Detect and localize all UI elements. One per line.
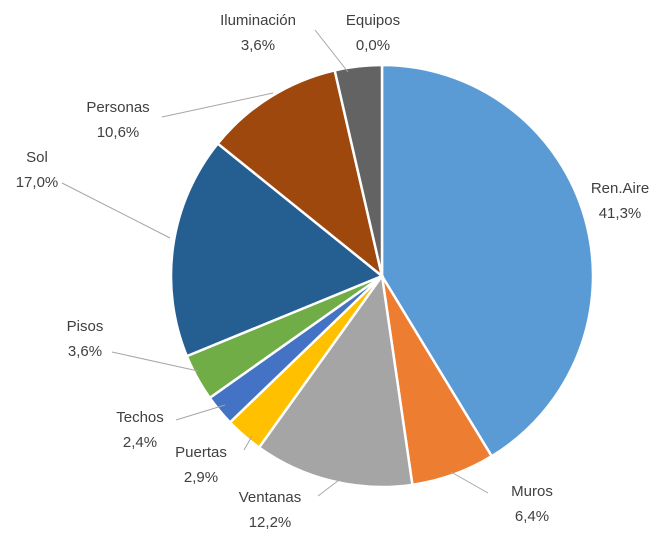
leader-line-muros: [450, 471, 489, 494]
slice-name-label-sol: Sol: [26, 149, 48, 166]
data-labels: Ren.Aire 41,3% Muros 6,4% Ventanas 12,2% Puert…: [16, 12, 649, 531]
pie-slices: [169, 63, 595, 489]
leader-line-puertas: [243, 435, 253, 451]
slice-name-label-pisos: Pisos: [67, 318, 104, 335]
pie-slice-personas: [215, 68, 385, 280]
leader-line-techos: [175, 404, 226, 421]
leader-line-sol: [61, 182, 171, 239]
slice-name-label-puertas: Puertas: [175, 444, 227, 461]
slice-value-label-ventanas: 12,2%: [249, 514, 292, 531]
slice-value-label-puertas: 2,9%: [184, 469, 218, 486]
slice-value-label-pisos: 3,6%: [68, 343, 102, 360]
slice-name-label-muros: Muros: [511, 483, 553, 500]
pie-slice-ren-aire: [380, 63, 595, 458]
slice-name-label-techos: Techos: [116, 409, 164, 426]
pie-slice-iluminaci-n: [333, 63, 384, 277]
pie-slice-ventanas: [257, 272, 414, 489]
pie-slice-sol: [169, 141, 385, 358]
slice-value-label-techos: 2,4%: [123, 434, 157, 451]
slice-value-label-muros: 6,4%: [515, 508, 549, 525]
slice-name-label-ren-aire: Ren.Aire: [591, 180, 649, 197]
leader-line-personas: [161, 92, 274, 118]
leader-lines: [61, 29, 489, 497]
leader-line-ventanas: [317, 479, 340, 497]
leader-line-pisos: [111, 351, 199, 372]
slice-name-label-equipos: Equipos: [346, 12, 400, 29]
slice-value-label-personas: 10,6%: [97, 124, 140, 141]
slice-name-label-iluminaci-n: Iluminación: [220, 12, 296, 29]
slice-value-label-equipos: 0,0%: [356, 37, 390, 54]
slice-value-label-iluminaci-n: 3,6%: [241, 37, 275, 54]
slice-name-label-ventanas: Ventanas: [239, 489, 302, 506]
slice-name-label-personas: Personas: [86, 99, 149, 116]
slice-value-label-sol: 17,0%: [16, 174, 59, 191]
leader-line-iluminaci-n: [314, 29, 349, 73]
slice-value-label-ren-aire: 41,3%: [599, 205, 642, 222]
